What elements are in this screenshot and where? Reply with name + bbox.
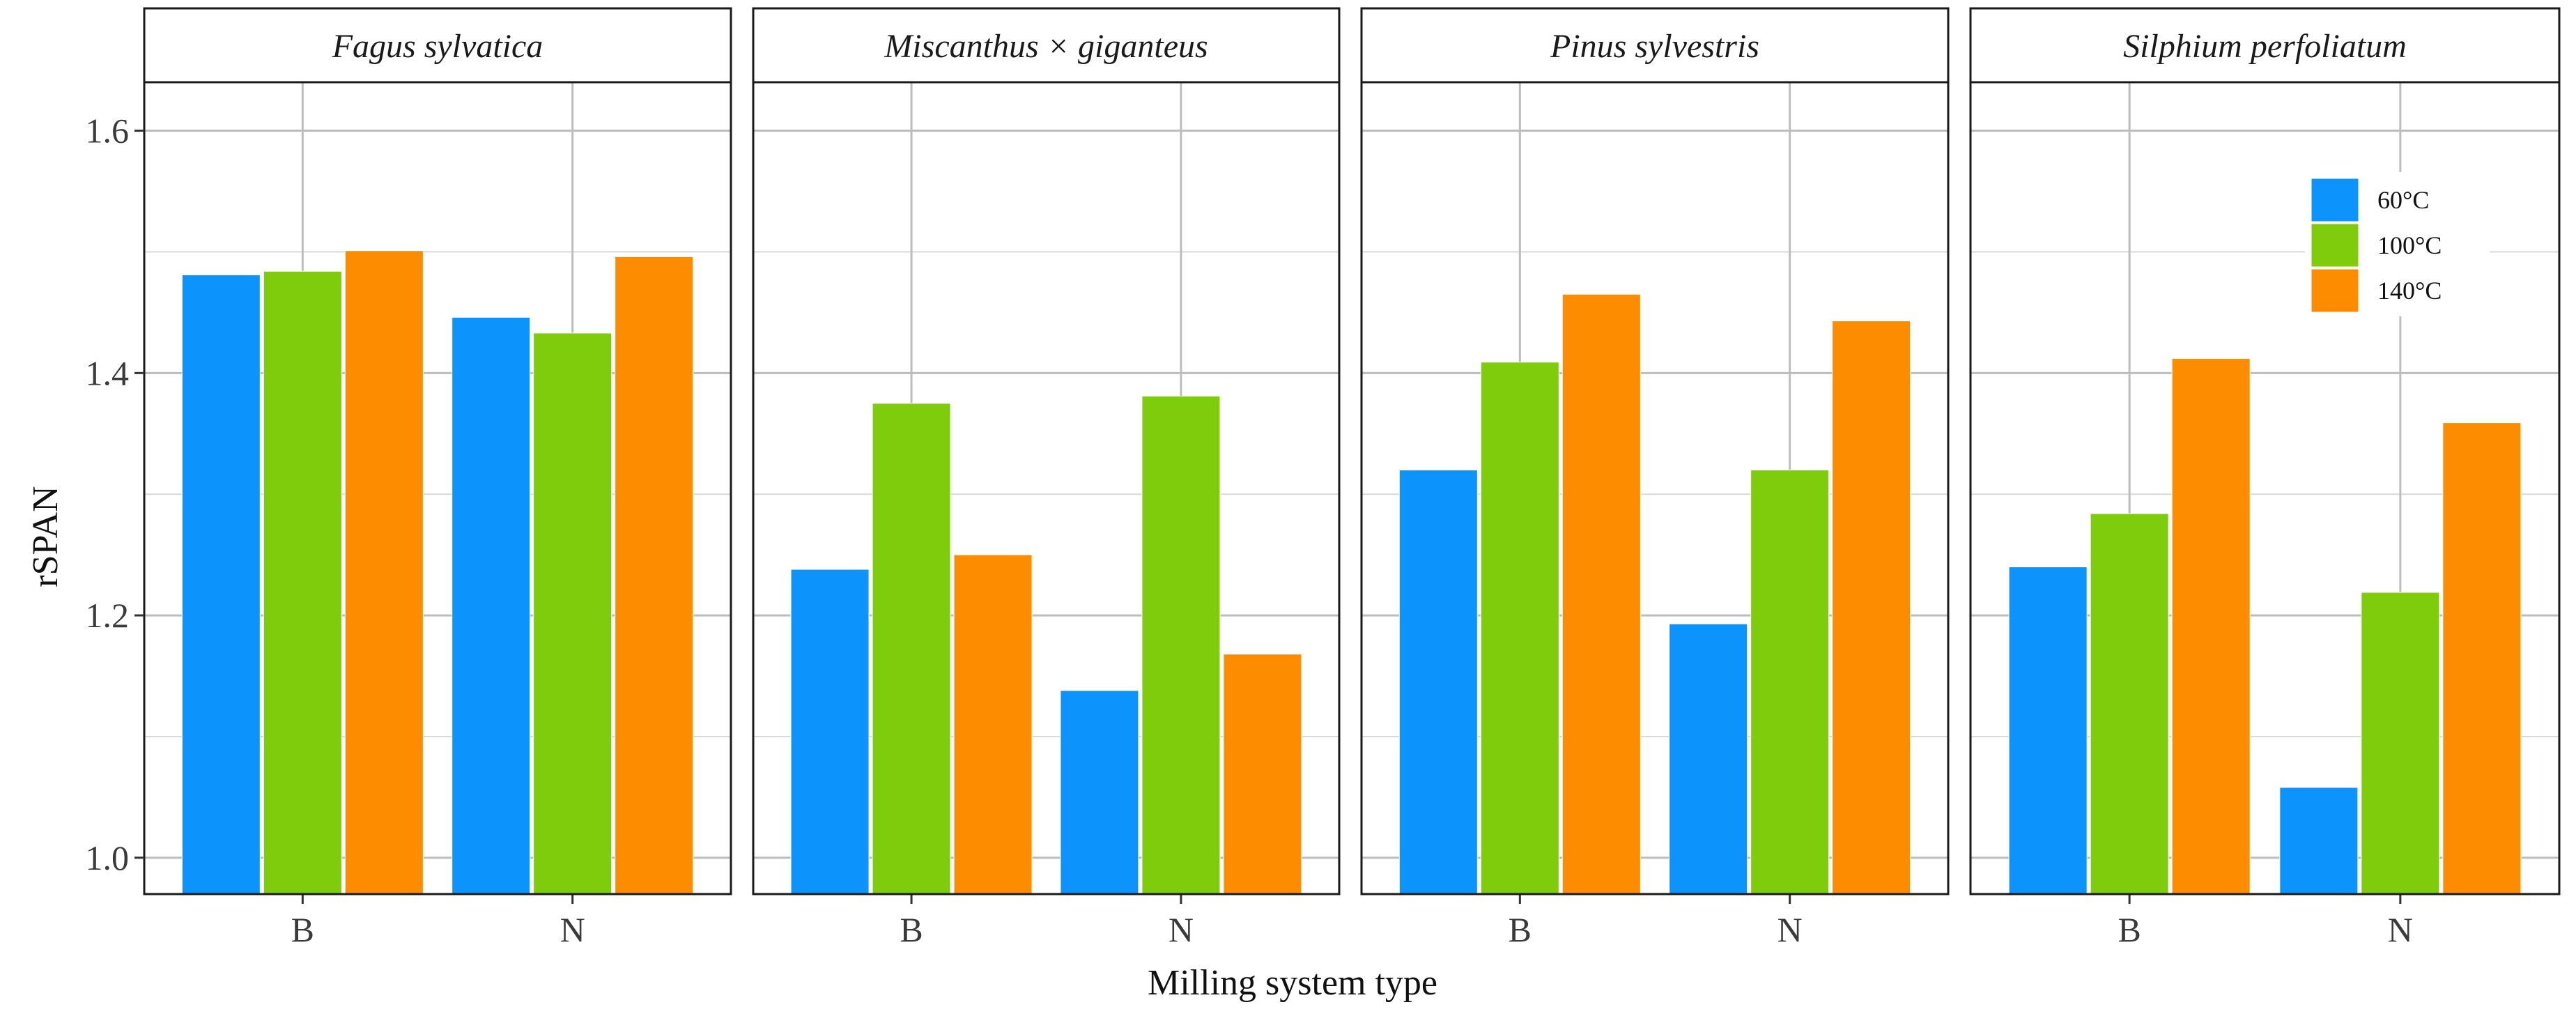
x-tick-label: N <box>1777 910 1803 949</box>
facet-strip <box>1969 7 2561 84</box>
x-tick-label: B <box>1509 910 1532 949</box>
facet-title: Miscanthus × giganteus <box>884 28 1208 65</box>
x-tick-label: N <box>1169 910 1194 949</box>
legend-swatch-2 <box>2309 222 2361 269</box>
bar-silphium-N-100°C <box>2361 592 2440 895</box>
facet-title: Pinus sylvestris <box>1550 28 1759 65</box>
y-axis-title: rSPAN <box>26 486 65 587</box>
bar-miscanthus-B-100°C <box>872 403 951 895</box>
bar-pinus-B-100°C <box>1480 362 1559 895</box>
facet-panel-1: Fagus sylvatica B N <box>143 7 732 949</box>
bar-fagus-N-140°C <box>615 256 694 895</box>
bar-fagus-B-60°C <box>181 274 261 895</box>
bar-silphium-N-60°C <box>2279 787 2359 895</box>
y-axis: 1.0 1.2 1.4 1.6 <box>86 111 144 877</box>
bar-fagus-B-100°C <box>263 270 342 895</box>
y-tick-label: 1.4 <box>86 353 130 392</box>
bar-silphium-N-140°C <box>2442 422 2522 895</box>
facet-strip <box>752 7 1341 84</box>
x-axis-title: Milling system type <box>1148 963 1437 1003</box>
bar-silphium-B-140°C <box>2171 357 2251 895</box>
legend-label: 100°C <box>2377 231 2442 259</box>
y-tick-label: 1.6 <box>86 111 130 151</box>
bar-silphium-B-60°C <box>2008 567 2088 895</box>
legend-label: 140°C <box>2377 277 2442 305</box>
bar-fagus-N-60°C <box>452 316 531 895</box>
legend-swatch-1 <box>2309 176 2361 224</box>
bar-pinus-B-140°C <box>1561 293 1641 895</box>
facet-title: Silphium perfoliatum <box>2123 28 2407 65</box>
x-tick-label: N <box>560 910 585 949</box>
bar-pinus-B-60°C <box>1398 469 1478 895</box>
y-tick-label: 1.2 <box>86 596 130 635</box>
bar-miscanthus-N-60°C <box>1060 690 1139 895</box>
panels-layer: Fagus sylvatica B N Miscanthus × giganteus B… <box>143 7 2561 949</box>
facet-panel-4: Silphium perfoliatum B N <box>1969 7 2561 949</box>
bar-pinus-N-100°C <box>1750 469 1830 895</box>
x-tick-label: N <box>2388 910 2413 949</box>
legend-swatch-3 <box>2309 267 2361 314</box>
bar-fagus-N-100°C <box>533 332 612 895</box>
bar-pinus-N-60°C <box>1669 623 1748 895</box>
bar-miscanthus-B-140°C <box>953 554 1033 895</box>
legend-label: 60°C <box>2377 186 2429 214</box>
panel-border <box>1969 81 2561 895</box>
legend: 60°C 100°C 140°C <box>2305 172 2490 316</box>
panel-border <box>752 81 1341 895</box>
bar-miscanthus-B-60°C <box>790 569 870 895</box>
bar-fagus-B-140°C <box>344 250 424 895</box>
bar-miscanthus-N-140°C <box>1223 654 1302 895</box>
bar-pinus-N-140°C <box>1832 321 1911 895</box>
facet-panel-3: Pinus sylvestris B N <box>1360 7 1950 949</box>
x-tick-label: B <box>2118 910 2141 949</box>
facet-title: Fagus sylvatica <box>332 28 543 65</box>
bar-miscanthus-N-100°C <box>1141 395 1221 895</box>
facet-panel-2: Miscanthus × giganteus B N <box>752 7 1341 949</box>
x-tick-label: B <box>900 910 923 949</box>
bar-silphium-B-100°C <box>2090 513 2169 895</box>
panel-border <box>1360 81 1950 895</box>
y-tick-label: 1.0 <box>86 838 130 877</box>
facet-strip <box>1360 7 1950 84</box>
facet-strip <box>143 7 732 84</box>
x-tick-label: B <box>291 910 314 949</box>
panel-border <box>143 81 732 895</box>
